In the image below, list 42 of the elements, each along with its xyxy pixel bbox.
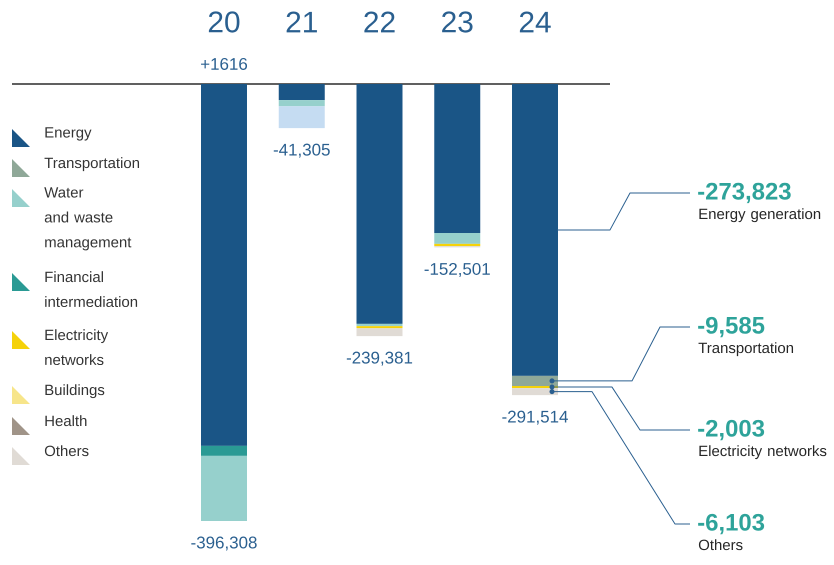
text: Transportation — [698, 342, 794, 356]
x-tick-label: 20 — [208, 11, 240, 33]
x-tick-label: 23 — [442, 11, 473, 33]
x-tick-label: 24 — [520, 12, 551, 32]
bar — [512, 84, 558, 376]
annotation: -239,381 — [346, 352, 412, 366]
bar — [278, 100, 325, 106]
text: Electricity networks — [699, 445, 826, 460]
text: -273,823 — [698, 182, 791, 204]
bar — [434, 233, 480, 244]
bar — [434, 84, 480, 234]
bar — [201, 446, 247, 456]
bar — [356, 328, 402, 336]
text: Others — [698, 539, 742, 550]
text: -396,308 — [191, 536, 257, 551]
bar — [201, 84, 247, 446]
bar — [512, 388, 558, 396]
legend-label: Transportation — [44, 157, 140, 172]
legend-label: Electricity networks — [45, 329, 108, 366]
bar — [434, 244, 480, 246]
text: -2,003 — [698, 420, 764, 440]
bar — [278, 106, 325, 128]
text: +1616 — [201, 58, 248, 70]
text: -6,103 — [698, 514, 764, 534]
legend-label: Water and waste management — [44, 187, 132, 250]
legend-label: Buildings — [45, 384, 104, 398]
legend-label: Health — [45, 415, 86, 426]
annotation: -41,305 — [274, 144, 330, 158]
bar — [201, 456, 247, 521]
text: -9,585 — [698, 316, 764, 338]
bar — [512, 376, 558, 386]
bar — [278, 84, 325, 100]
bar — [356, 324, 402, 326]
legend-label: Energy — [45, 127, 92, 141]
legend-label: Financial intermediation — [45, 271, 138, 308]
annotation: -291,514 — [502, 410, 568, 425]
bar — [356, 84, 402, 324]
text: Energy generation — [699, 208, 820, 222]
legend-label: Others — [44, 445, 88, 456]
x-tick-label: 22 — [364, 12, 395, 32]
x-tick-label: 21 — [286, 12, 317, 32]
annotation: -152,501 — [424, 262, 490, 277]
